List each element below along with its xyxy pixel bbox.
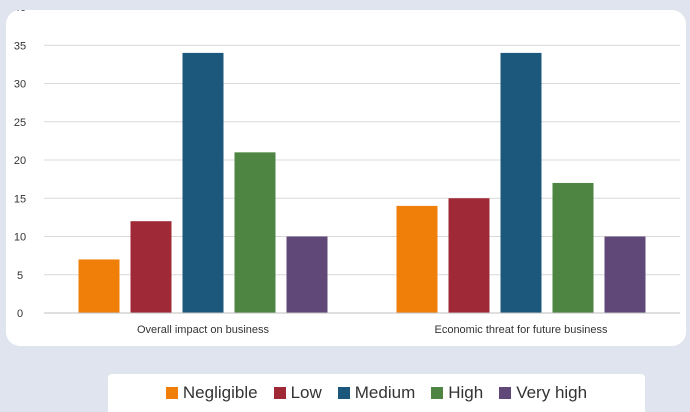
y-tick-label: 20 [14,155,26,167]
legend-item: Low [273,383,322,403]
y-tick-label: 15 [14,193,26,205]
category-label: Economic threat for future business [434,324,608,336]
y-tick-label: 25 [14,117,26,129]
bar-very-high [604,236,646,313]
legend: Negligible Low Medium High Very high [108,374,645,412]
legend-swatch [499,387,512,399]
bar-chart: 0 5 10 15 20 25 30 35 40 Overall impact on busin… [14,10,680,336]
legend-item: Negligible [165,383,258,403]
bar-medium [182,52,224,314]
chart-card: 0 5 10 15 20 25 30 35 40 Overall impact on busin… [6,10,686,346]
bar-low [448,198,490,313]
legend-swatch [337,387,350,399]
legend-label: Medium [354,383,416,402]
y-tick-label: 30 [14,79,26,91]
y-tick-label: 5 [17,270,23,282]
y-tick-label: 10 [14,232,26,244]
legend-swatch [273,387,286,399]
legend-swatch [431,387,444,399]
y-tick-label: 35 [14,40,26,52]
category-labels: Overall impact on business Economic threa… [137,324,608,336]
bar-negligible [78,259,120,313]
bar-high [552,182,594,313]
bar-low [130,221,172,313]
bar-negligible [396,205,438,313]
bar-very-high [286,236,328,313]
legend-label: Negligible [182,383,258,402]
y-tick-label: 40 [14,10,26,14]
legend-label: High [448,383,484,402]
legend-label: Low [290,383,322,402]
legend-item: Very high [499,383,587,403]
y-tick-label: 0 [17,308,23,320]
legend-swatch [165,387,178,399]
legend-item: Medium [337,383,416,403]
bars [78,52,646,314]
legend-item: High [431,383,483,403]
bar-high [234,152,276,313]
category-label: Overall impact on business [137,324,270,336]
bar-medium [500,52,542,314]
legend-label: Very high [516,383,588,402]
y-axis-ticks: 0 5 10 15 20 25 30 35 40 [14,10,26,320]
